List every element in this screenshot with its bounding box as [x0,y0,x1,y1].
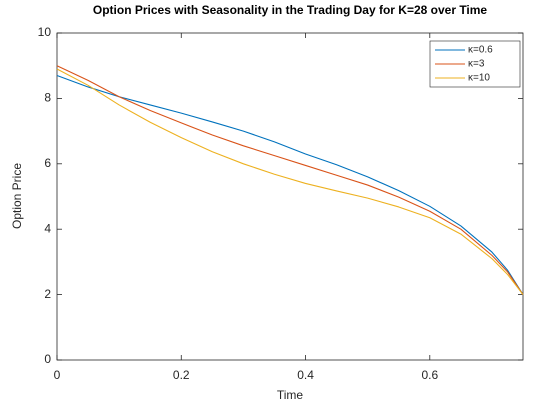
y-tick-label: 0 [44,352,51,366]
x-tick-label: 0.4 [297,368,314,382]
y-tick-label: 2 [44,287,51,301]
series-line [56,74,524,295]
x-tick-label: 0.2 [173,368,190,382]
x-tick-label: 0 [54,368,61,382]
x-axis-label: Time [277,388,304,402]
series-line [56,68,524,295]
legend-label: κ=3 [468,59,485,70]
y-axis-label: Option Price [10,163,24,229]
legend-label: κ=10 [468,73,490,84]
x-tick-label: 0.6 [421,368,438,382]
series-line [56,65,524,295]
chart-title: Option Prices with Seasonality in the Tr… [93,3,488,17]
y-tick-label: 4 [44,221,51,235]
legend-label: κ=0.6 [468,45,493,56]
plot-box [56,32,524,361]
y-tick-label: 6 [44,156,51,170]
y-tick-label: 10 [38,25,52,39]
y-tick-label: 8 [44,91,51,105]
